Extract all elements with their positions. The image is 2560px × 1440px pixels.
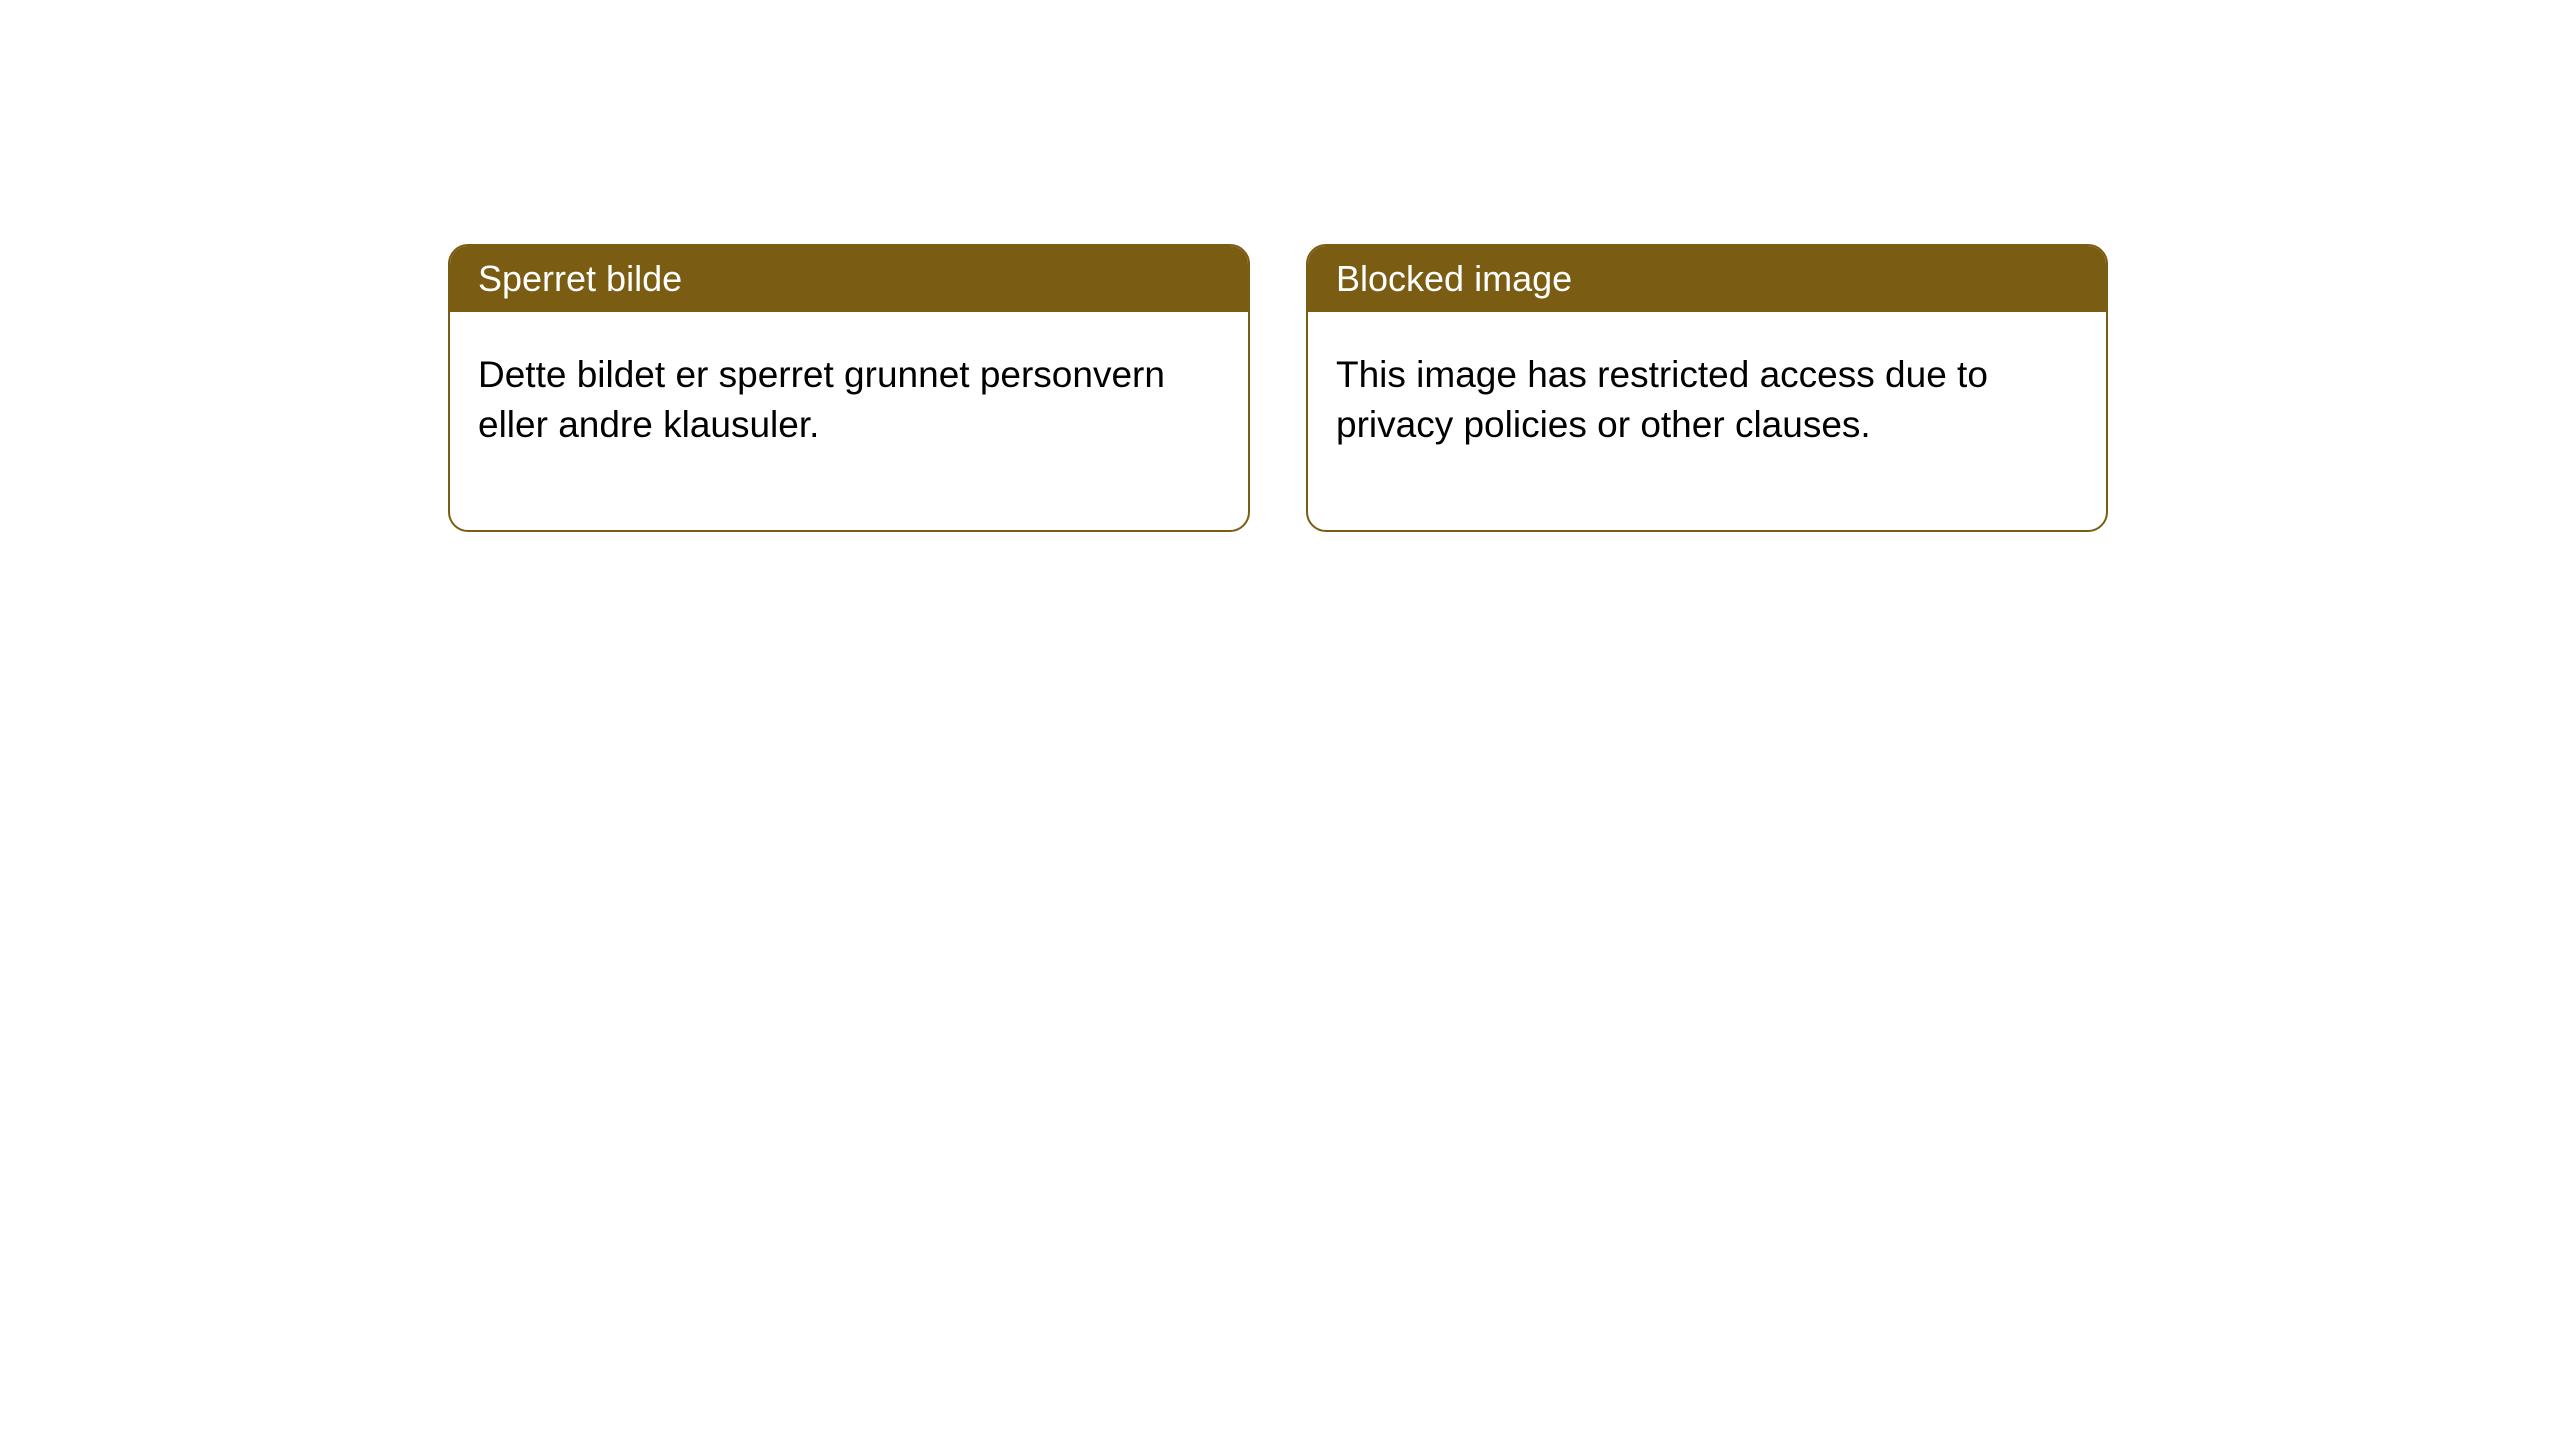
notice-container: Sperret bilde Dette bildet er sperret gr… xyxy=(448,244,2108,532)
notice-body: This image has restricted access due to … xyxy=(1308,312,2106,530)
notice-card-norwegian: Sperret bilde Dette bildet er sperret gr… xyxy=(448,244,1250,532)
notice-header: Blocked image xyxy=(1308,246,2106,312)
notice-card-english: Blocked image This image has restricted … xyxy=(1306,244,2108,532)
notice-body: Dette bildet er sperret grunnet personve… xyxy=(450,312,1248,530)
notice-header: Sperret bilde xyxy=(450,246,1248,312)
